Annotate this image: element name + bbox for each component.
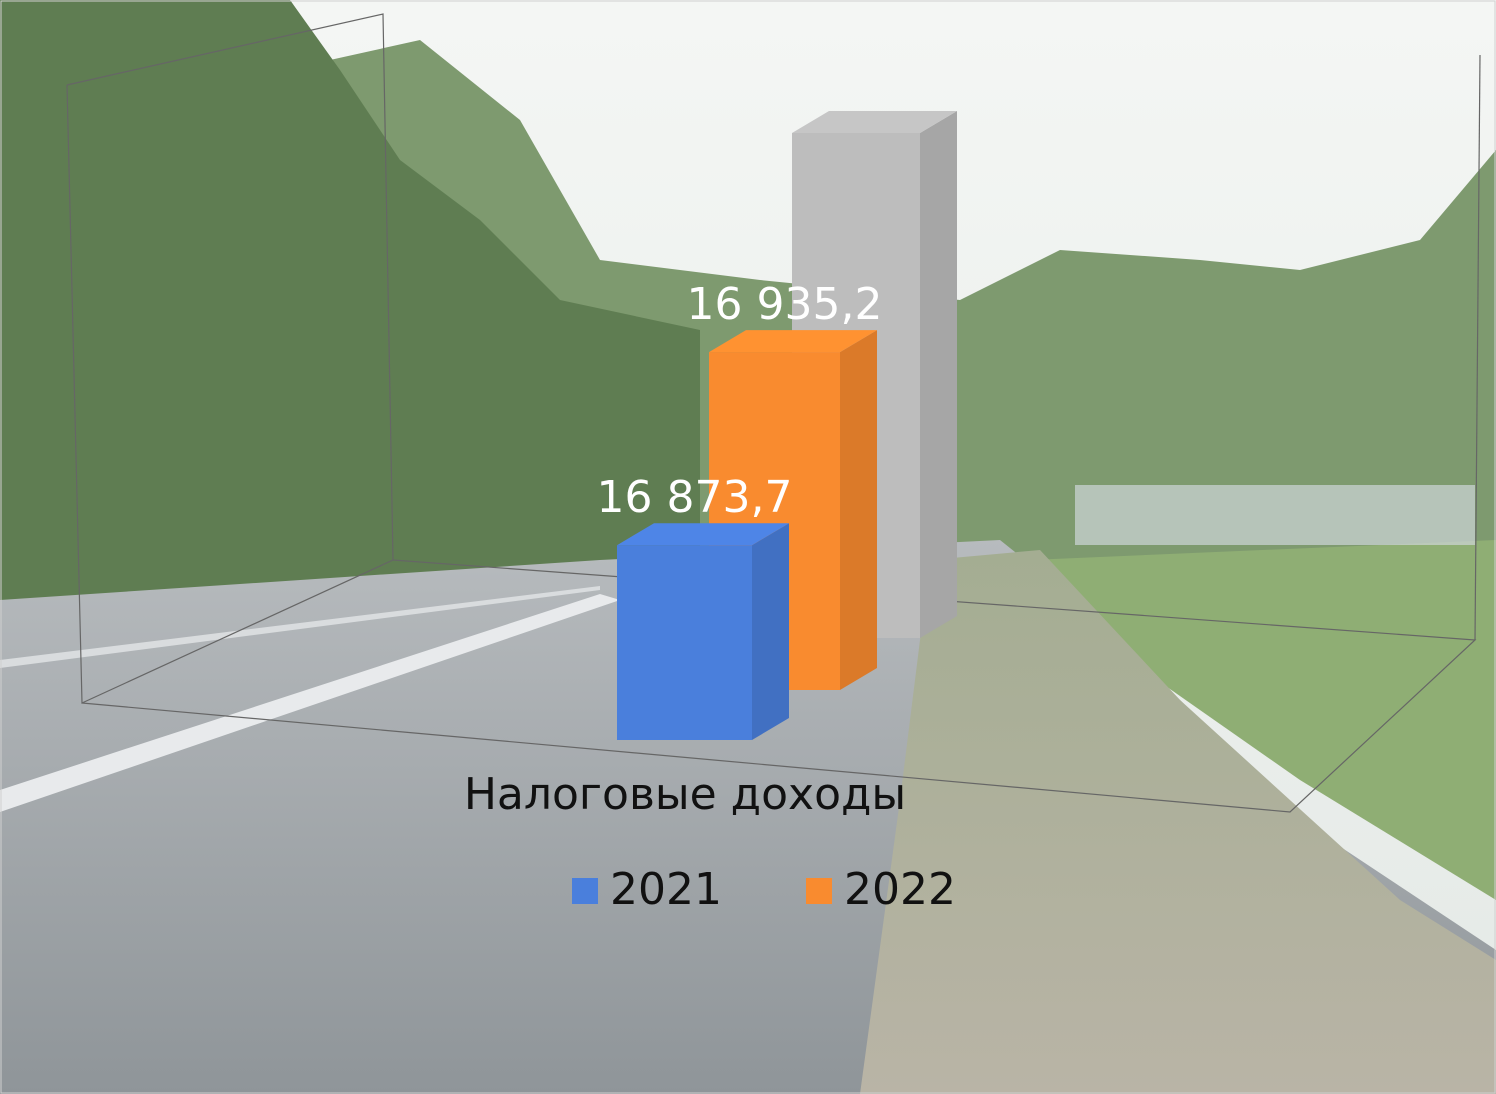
bar-top	[792, 110, 957, 133]
bar-top	[709, 330, 877, 353]
bar	[617, 545, 752, 740]
legend-swatch	[806, 878, 832, 904]
data-label: 16 873,7	[597, 472, 793, 523]
legend-label: 2021	[610, 864, 722, 915]
x-tick-label: Налоговые доходы	[464, 769, 906, 820]
legend-swatch	[572, 878, 598, 904]
bar-side	[920, 110, 957, 639]
legend-label: 2022	[844, 864, 956, 915]
bar-side	[752, 523, 789, 740]
bar-side	[840, 330, 877, 690]
bar-top	[617, 523, 789, 546]
data-label: 16 935,2	[687, 279, 883, 330]
